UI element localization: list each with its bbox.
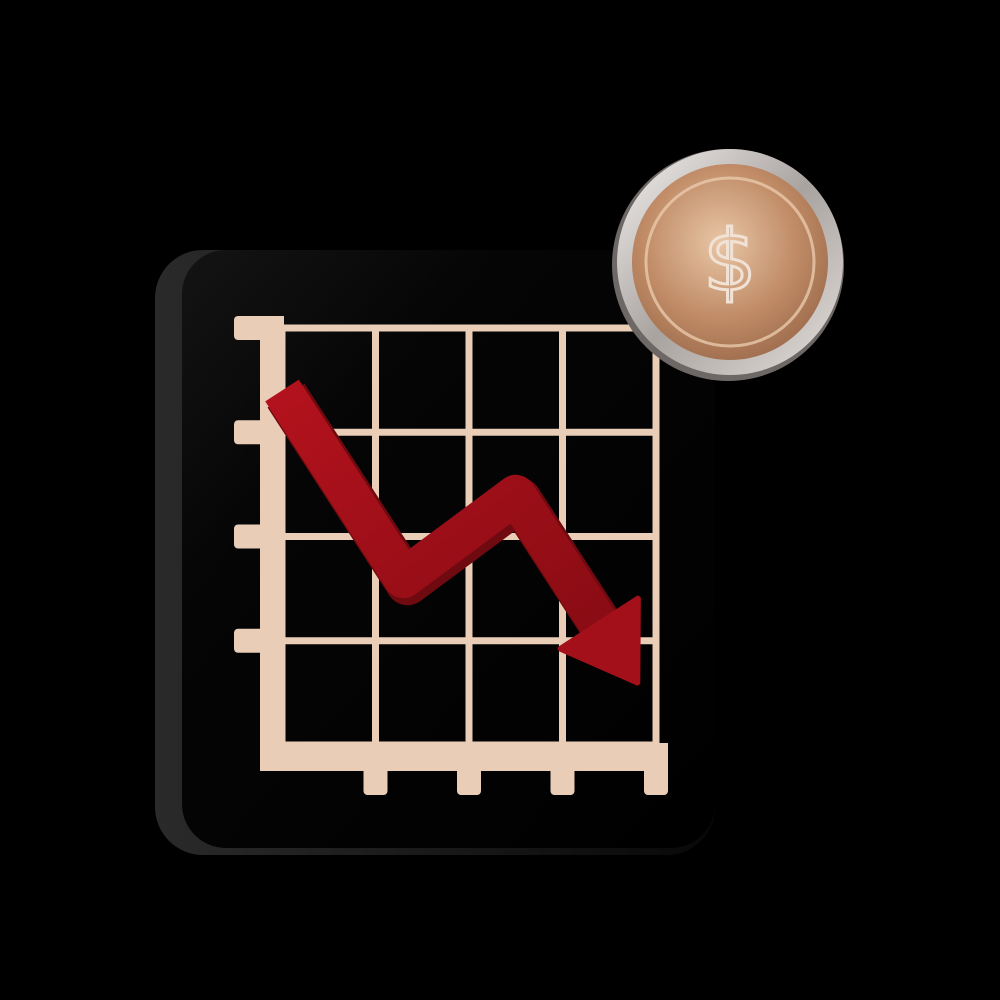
x-axis-tick (550, 765, 575, 795)
y-axis-tick (234, 420, 264, 445)
coin-symbol: $ (703, 212, 756, 310)
trend-arrowhead (557, 595, 641, 686)
x-axis-tick (363, 765, 388, 795)
x-axis-tick (457, 765, 481, 795)
x-axis-tick (644, 765, 668, 795)
trend-line (265, 379, 617, 635)
y-axis-tick (234, 524, 264, 549)
coin-inner-ring (644, 176, 816, 348)
trend-down-arrow (265, 379, 641, 686)
y-axis-tick (234, 316, 264, 340)
y-axis-tick (234, 628, 264, 653)
dollar-coin-icon: $ (612, 149, 844, 381)
coin-face (632, 164, 828, 360)
chart-axes (234, 316, 668, 795)
